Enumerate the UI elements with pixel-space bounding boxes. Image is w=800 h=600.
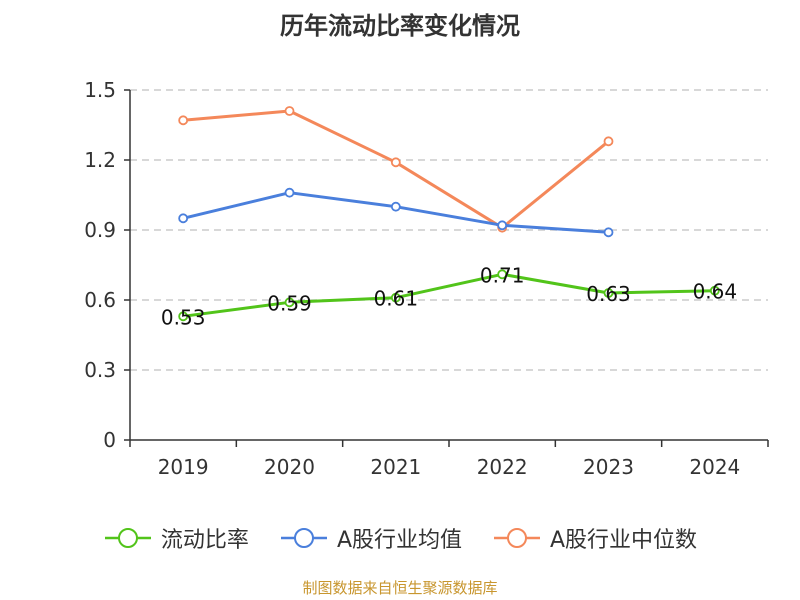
data-label: 0.53: [161, 305, 206, 329]
y-tick-label: 0.3: [84, 358, 116, 382]
data-point: [284, 106, 295, 116]
data-point: [603, 136, 614, 147]
series-lines: [178, 106, 720, 322]
axes: 0 0.3 0.6 0.9 1.2 1.5 2019 2020 2021 2022 2023 2024: [84, 78, 769, 479]
data-point: [178, 115, 189, 126]
legend-label: A股行业均值: [336, 528, 462, 553]
x-tick-label: 2019: [158, 455, 209, 479]
y-tick-label: 0: [103, 428, 116, 452]
data-label: 0.59: [267, 291, 312, 315]
data-point: [178, 213, 189, 224]
data-point: [497, 220, 508, 231]
legend-item[interactable]: A股行业中位数: [492, 522, 697, 554]
x-tick-label: 2021: [370, 455, 421, 479]
x-tick-label: 2020: [264, 455, 315, 479]
data-point: [390, 157, 401, 168]
legend-swatch-icon: [280, 528, 327, 548]
series-line-1: [182, 191, 609, 234]
chart-title: 历年流动比率变化情况: [280, 12, 520, 40]
x-tick-label: 2022: [477, 455, 528, 479]
data-point: [390, 292, 401, 303]
data-point: [709, 285, 720, 296]
legend: 流动比率 A股行业均值 A股行业中位数: [0, 518, 800, 558]
legend-label: 流动比率: [160, 528, 249, 553]
series-line-0: [183, 272, 715, 318]
data-label: 0.64: [693, 280, 738, 304]
data-label: 0.71: [480, 263, 525, 287]
legend-item[interactable]: 流动比率: [103, 522, 249, 554]
data-point: [284, 187, 295, 198]
data-point: [284, 297, 295, 308]
data-label: 0.63: [586, 282, 631, 306]
legend-item[interactable]: A股行业均值: [279, 522, 462, 554]
x-tick-label: 2023: [583, 455, 634, 479]
legend-swatch-icon: [104, 528, 151, 548]
data-point: [603, 227, 614, 238]
y-tick-label: 1.5: [84, 78, 116, 102]
y-tick-label: 1.2: [84, 148, 116, 172]
source-note: 制图数据来自恒生聚源数据库: [302, 579, 498, 597]
y-tick-label: 0.6: [84, 288, 116, 312]
grid-lines: [130, 89, 768, 371]
data-labels: 0.53 0.59 0.61 0.71 0.63 0.64: [161, 263, 737, 329]
data-point: [603, 288, 614, 298]
legend-label: A股行业中位数: [550, 528, 698, 553]
legend-swatch-icon: [494, 528, 540, 548]
data-point: [497, 269, 508, 280]
y-tick-label: 0.9: [84, 218, 116, 242]
x-tick-label: 2024: [689, 455, 740, 479]
data-label: 0.61: [374, 287, 419, 311]
data-point: [390, 201, 401, 212]
data-point: [178, 311, 189, 322]
